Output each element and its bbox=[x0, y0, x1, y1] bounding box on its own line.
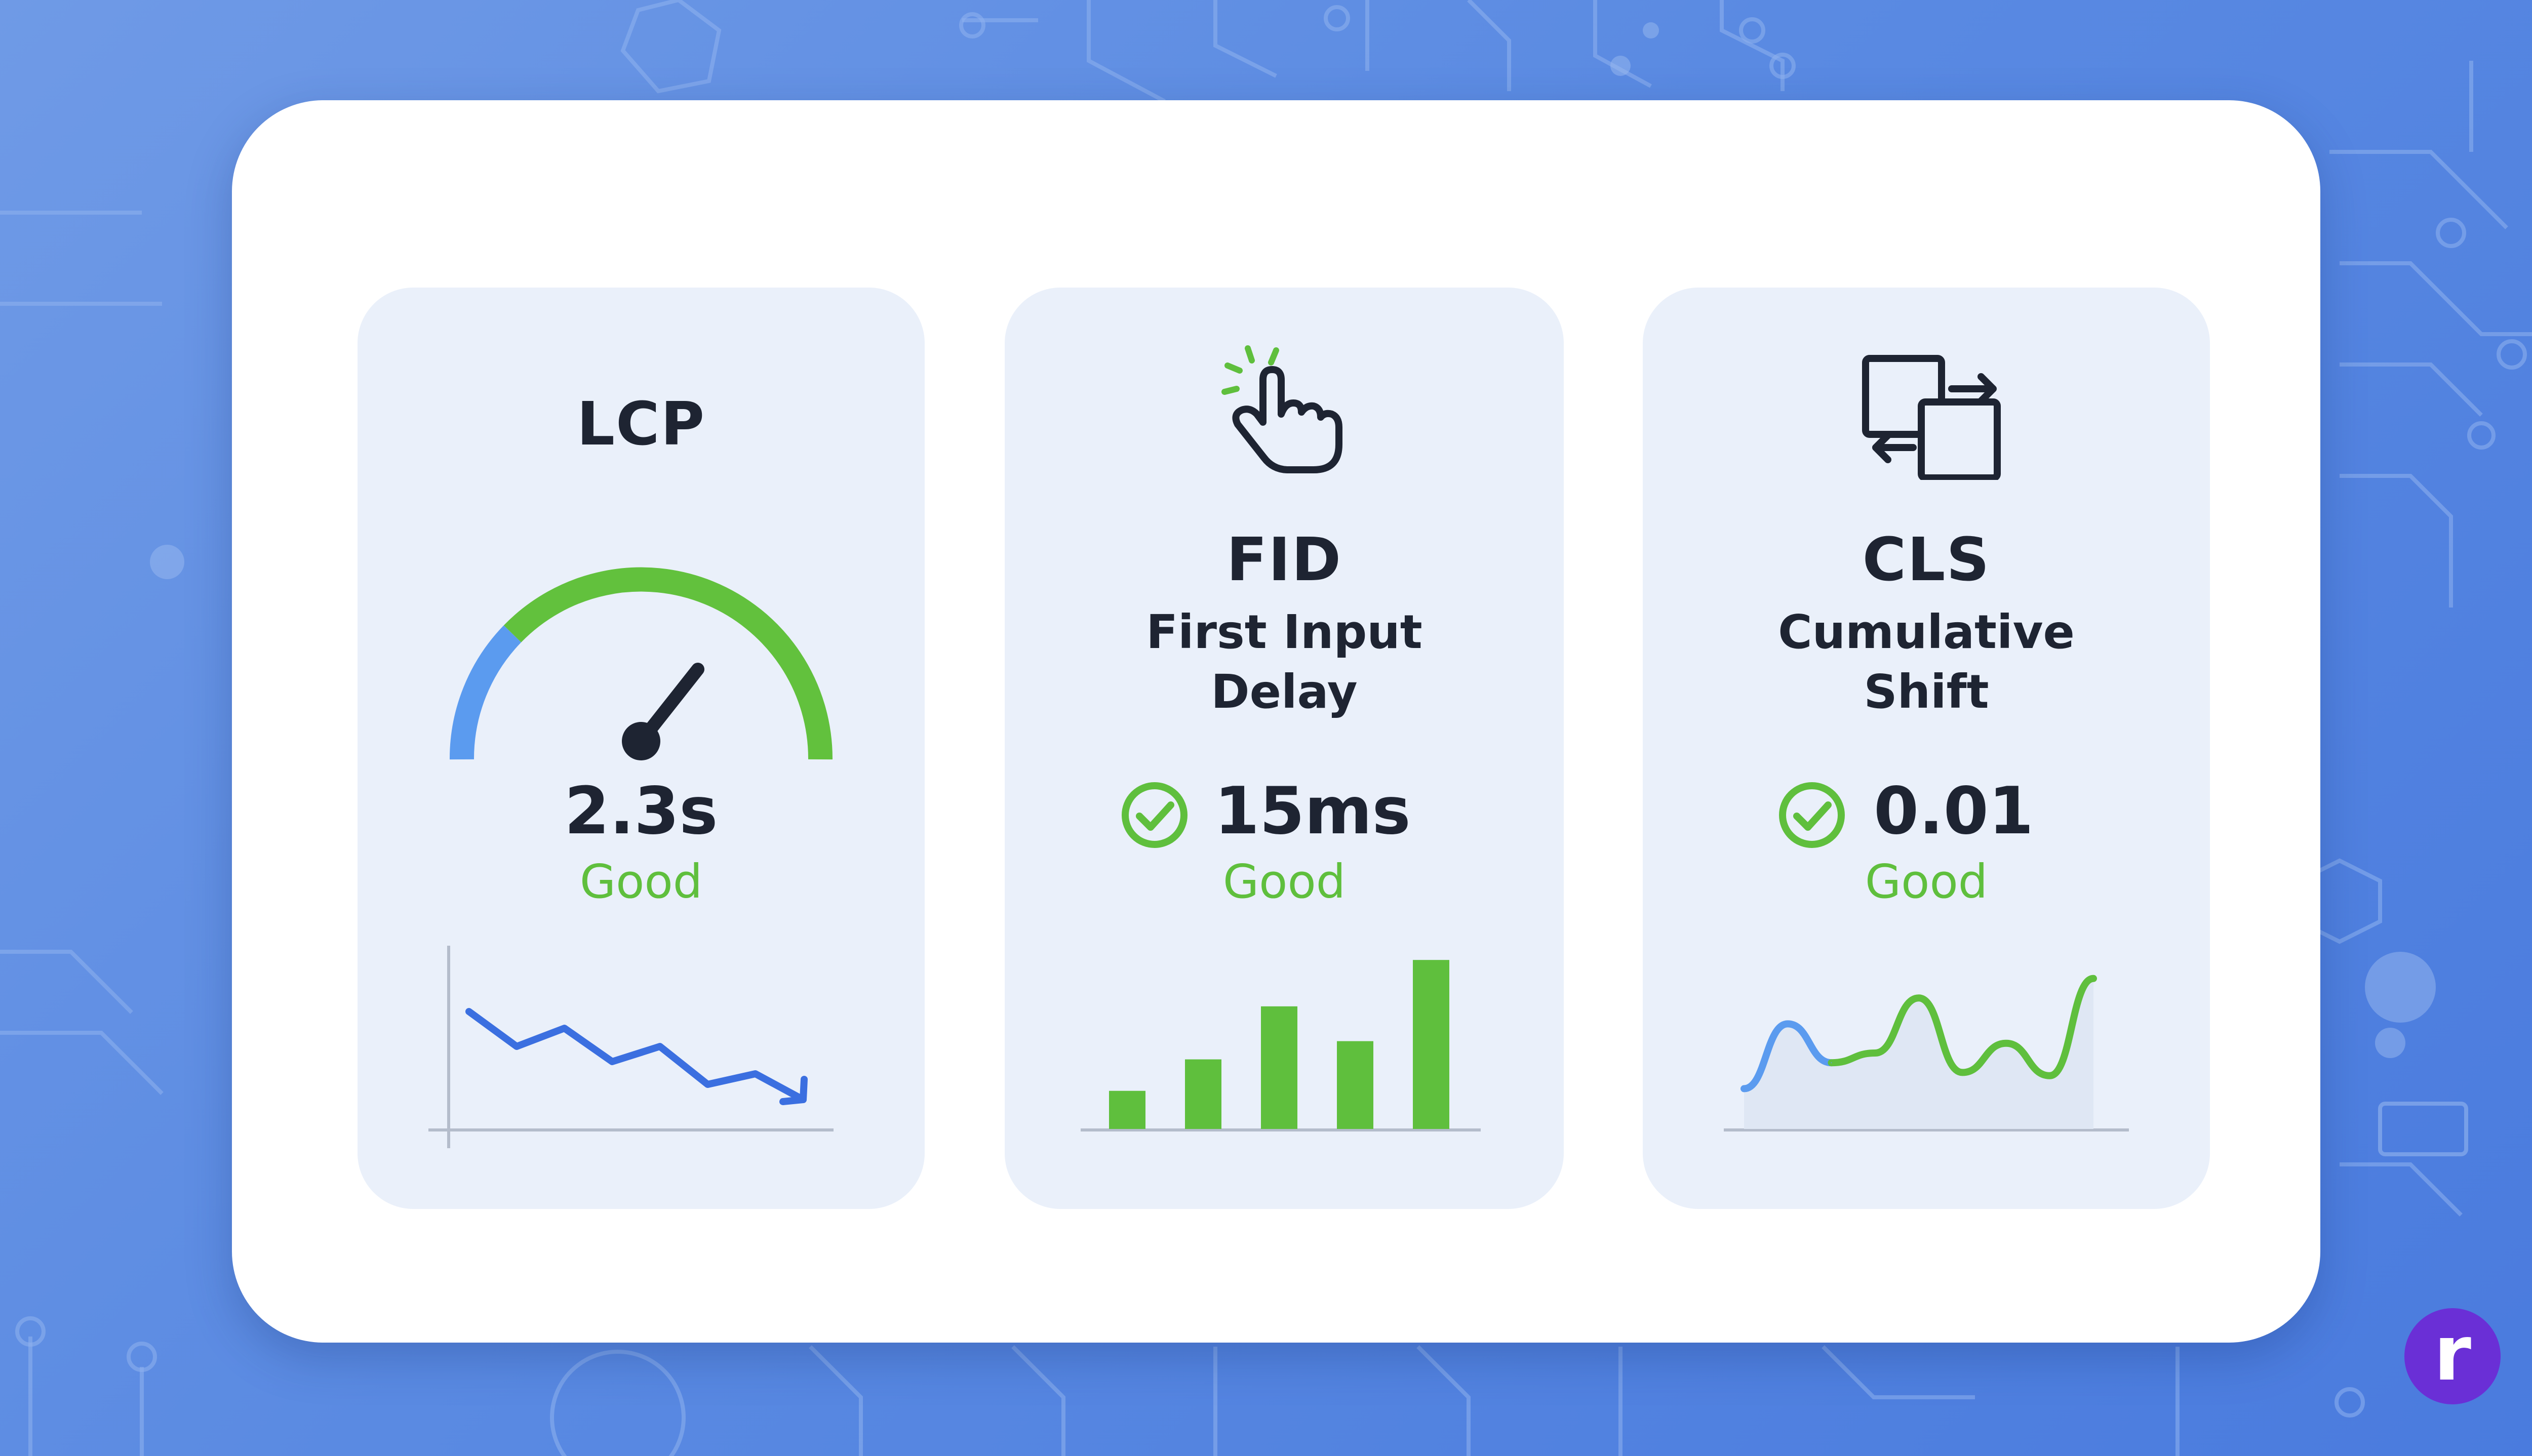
fid-subtitle-line2: Delay bbox=[1211, 665, 1358, 719]
fid-value: 15ms bbox=[1214, 774, 1411, 849]
brand-logo[interactable]: r bbox=[2404, 1308, 2501, 1404]
lcp-card: LCP 2.3s Good bbox=[358, 288, 925, 1209]
fid-bar-1 bbox=[1109, 1090, 1145, 1129]
cls-status: Good bbox=[1865, 855, 1988, 909]
fid-bar-4 bbox=[1337, 1041, 1373, 1129]
lcp-value: 2.3s bbox=[564, 774, 718, 849]
cls-wave-point-6 bbox=[1962, 1072, 1963, 1073]
cls-wave-point-5 bbox=[1918, 997, 1919, 999]
fid-bar-2 bbox=[1185, 1059, 1221, 1129]
cls-wave-point-4 bbox=[1874, 1053, 1876, 1054]
check-circle-icon bbox=[1122, 782, 1188, 848]
cls-wave-point-1 bbox=[1744, 1088, 1745, 1089]
down-arrow-icon bbox=[779, 1076, 808, 1105]
fid-status: Good bbox=[1222, 855, 1346, 909]
lcp-trend-line bbox=[465, 1008, 807, 1103]
tap-hand-icon bbox=[1221, 345, 1342, 473]
cls-wave-point-8 bbox=[2049, 1075, 2050, 1076]
fid-subtitle-line1: First Input bbox=[1146, 605, 1422, 659]
cls-card: CLS Cumulative Shift 0.01 Good bbox=[1643, 288, 2210, 1209]
lcp-trend-point-3 bbox=[564, 1028, 565, 1029]
cls-value: 0.01 bbox=[1874, 774, 2034, 849]
cls-wave-point-9 bbox=[2093, 978, 2094, 979]
fid-bar-5 bbox=[1413, 960, 1449, 1129]
cls-wave-area bbox=[1744, 978, 2093, 1129]
cls-title: CLS bbox=[1862, 524, 1991, 594]
cls-subtitle-line1: Cumulative bbox=[1778, 605, 2075, 659]
fid-bar-chart bbox=[1081, 960, 1481, 1131]
lcp-trend-point-4 bbox=[611, 1061, 613, 1062]
lcp-status: Good bbox=[579, 855, 703, 909]
lcp-trend-chart bbox=[428, 946, 834, 1148]
cls-wave-point-7 bbox=[2005, 1042, 2007, 1044]
lcp-title: LCP bbox=[576, 389, 706, 459]
lcp-trend-point-2 bbox=[516, 1046, 518, 1047]
fid-title: FID bbox=[1226, 524, 1342, 594]
lcp-trend-point-1 bbox=[468, 1011, 469, 1012]
swap-layout-icon bbox=[1862, 355, 2001, 480]
cls-wave-chart bbox=[1724, 975, 2129, 1131]
cls-wave-point-3 bbox=[1831, 1062, 1832, 1064]
cls-subtitle-line2: Shift bbox=[1864, 665, 1989, 719]
fid-card: FID First Input Delay 15ms Good bbox=[1005, 288, 1564, 1209]
fid-bar-3 bbox=[1261, 1006, 1297, 1129]
lcp-trend-point-7 bbox=[755, 1073, 756, 1074]
cls-wave-point-2 bbox=[1787, 1023, 1789, 1025]
lcp-trend-point-6 bbox=[707, 1084, 708, 1085]
lcp-trend-point-5 bbox=[659, 1046, 661, 1047]
check-circle-icon bbox=[1779, 782, 1845, 848]
lcp-gauge-icon bbox=[449, 567, 833, 760]
